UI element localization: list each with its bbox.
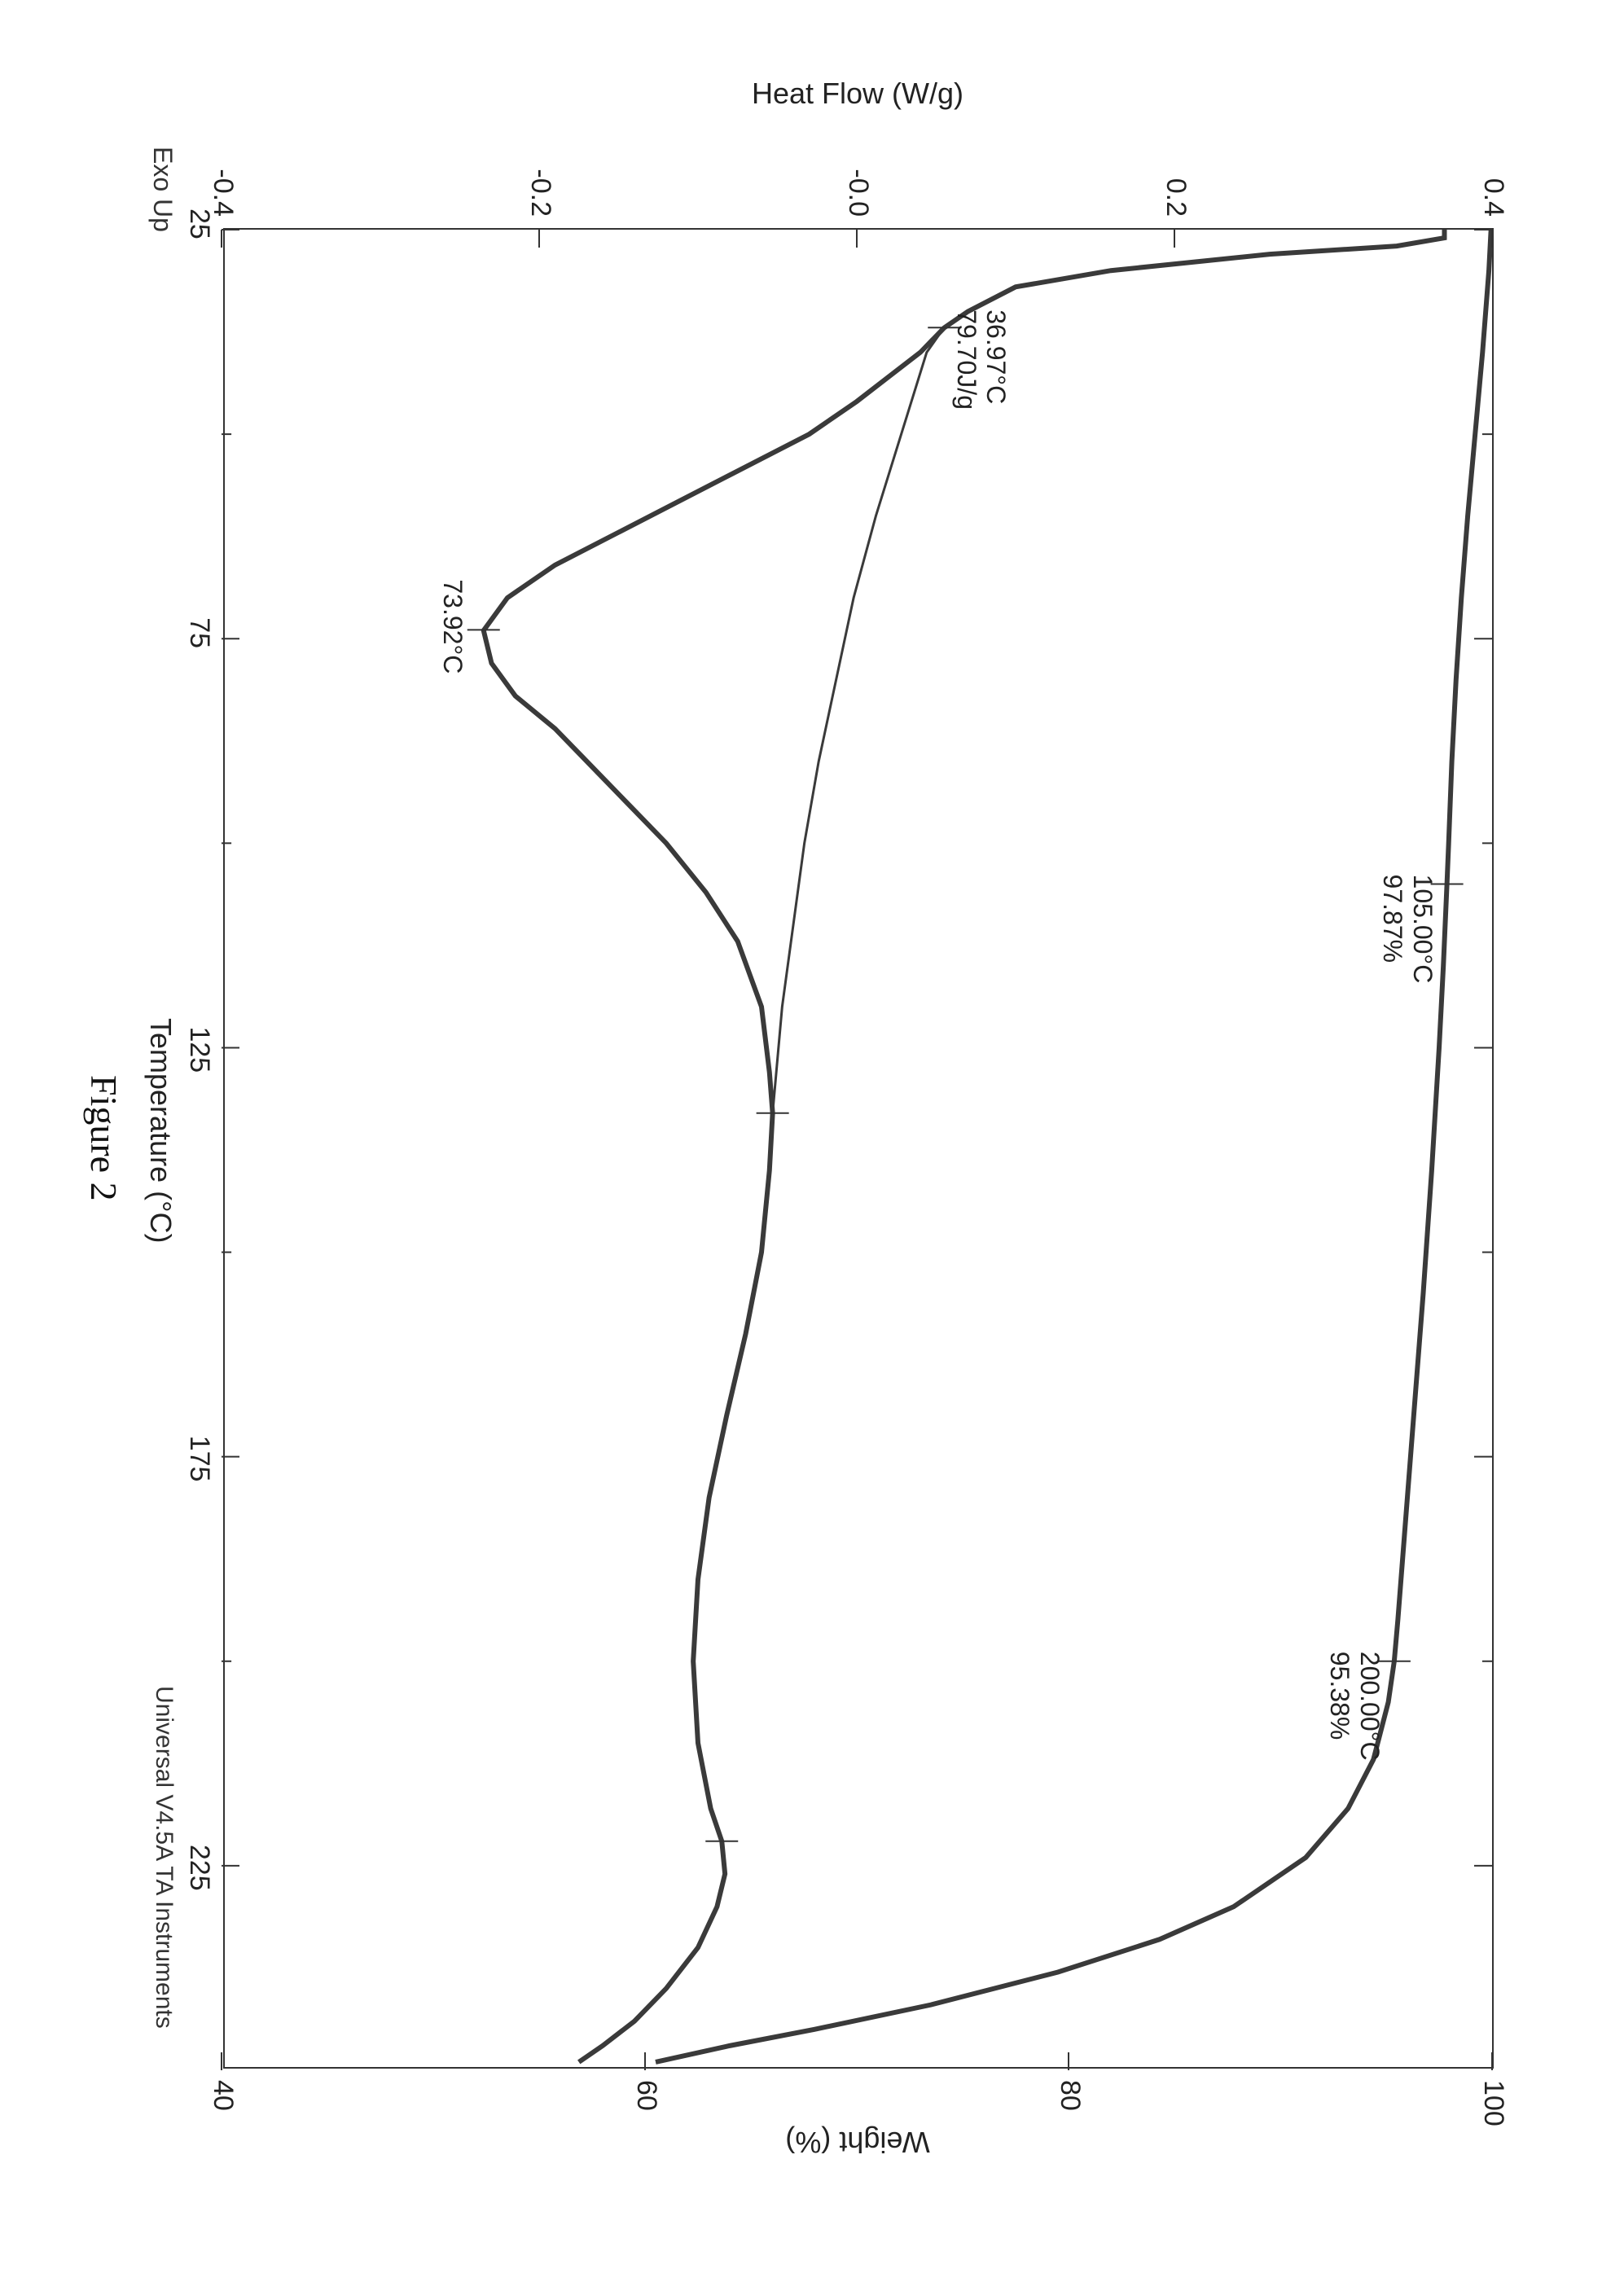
- yleft-tick-label: -0.4: [207, 169, 239, 217]
- y-right-axis-label: Weight (%): [752, 2125, 963, 2159]
- landscape-container: Temperature (°C) Heat Flow (W/g) Weight …: [0, 0, 1624, 2282]
- x-tick-label: 75: [183, 617, 215, 648]
- annotation-peak: 73.92°C: [437, 579, 467, 674]
- tga-curve: [656, 230, 1491, 2062]
- y-left-axis-label: Heat Flow (W/g): [727, 77, 988, 111]
- software-credit: Universal V4.5A TA Instruments: [150, 1686, 178, 2029]
- yleft-tick-label: -0.0: [842, 169, 874, 217]
- figure-caption: Figure 2: [82, 1075, 125, 1201]
- yleft-tick-label: -0.2: [525, 169, 556, 217]
- exo-up-label: Exo Up: [147, 147, 178, 232]
- yright-tick-label: 80: [1054, 2080, 1086, 2111]
- x-tick-label: 225: [183, 1845, 215, 1891]
- x-tick-label: 125: [183, 1026, 215, 1073]
- plot-svg: [222, 230, 1492, 2070]
- x-axis-label: Temperature (°C): [143, 1018, 178, 1243]
- yleft-tick-label: 0.4: [1477, 178, 1509, 217]
- x-tick-label: 175: [183, 1436, 215, 1482]
- dsc-baseline: [773, 327, 945, 1113]
- dsc-curve: [484, 230, 1445, 2062]
- annotation-tga_pt2: 200.00°C 95.38%: [1324, 1652, 1385, 1761]
- page-root: Temperature (°C) Heat Flow (W/g) Weight …: [0, 0, 1624, 2282]
- yleft-tick-label: 0.2: [1160, 178, 1192, 217]
- plot-area: [223, 228, 1494, 2069]
- yright-tick-label: 60: [630, 2080, 662, 2111]
- annotation-tga_pt1: 105.00°C 97.87%: [1377, 875, 1437, 984]
- yright-tick-label: 40: [207, 2080, 239, 2111]
- yright-tick-label: 100: [1477, 2080, 1509, 2126]
- annotation-onset: 36.97°C 79.70J/g: [951, 309, 1012, 410]
